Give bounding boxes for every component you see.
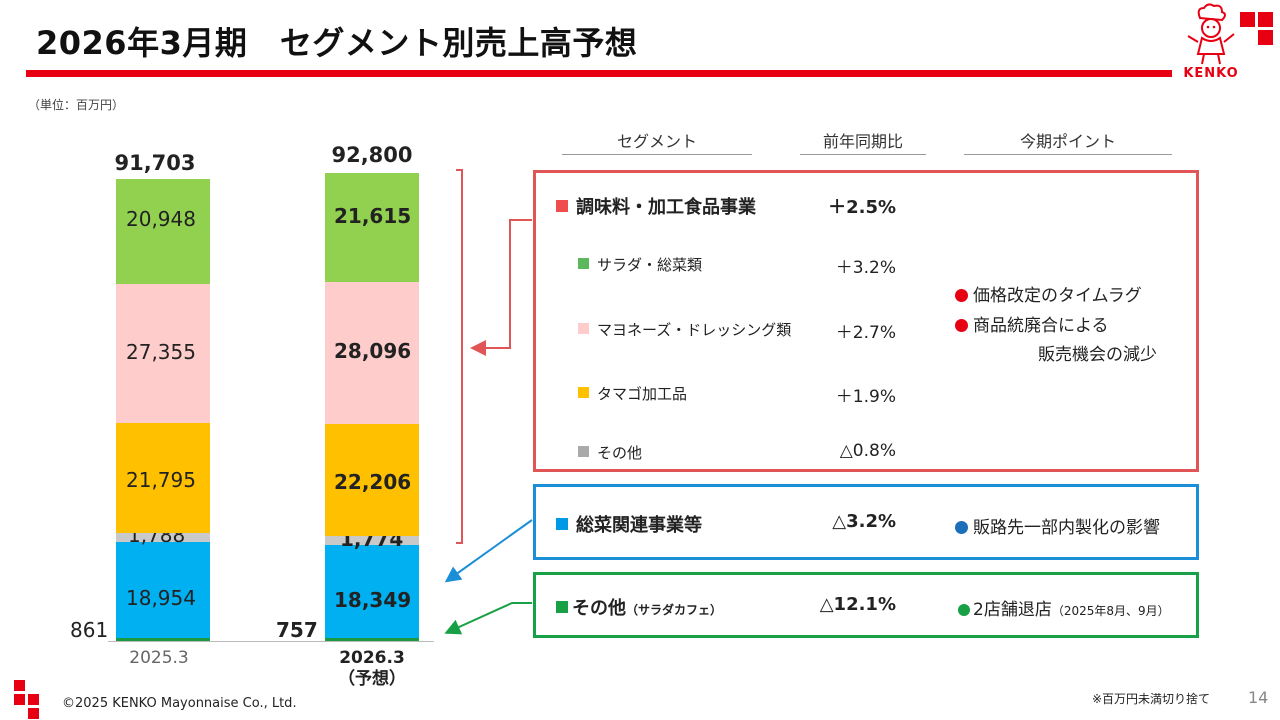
legend-square	[578, 387, 589, 398]
sub-yoy-egg: ＋1.9%	[835, 387, 896, 407]
other-label: その他	[572, 598, 626, 619]
bar-segment	[325, 282, 419, 425]
sub-segment-salad: サラダ・総菜類	[578, 254, 702, 275]
seasoning-yoy: ＋2.5%	[828, 197, 896, 218]
bar-value-label: 22,206	[334, 470, 412, 495]
sozai-label: 総菜関連事業等	[576, 515, 702, 536]
bar-segment	[325, 424, 419, 537]
footer-logo-square	[28, 708, 39, 719]
point-text: 2店舗退店	[973, 600, 1052, 620]
sub-yoy-mayonnaise: ＋2.7%	[835, 323, 896, 343]
sozai-segment-box	[533, 484, 1199, 560]
logo-square	[1258, 12, 1273, 27]
sub-yoy-other: △0.8%	[839, 441, 896, 461]
logo-square	[1240, 12, 1255, 27]
header-rule	[800, 154, 926, 155]
legend-square	[578, 258, 589, 269]
point-text: 商品統廃合による	[973, 316, 1109, 336]
other-segment-name: その他（サラダカフェ）	[556, 594, 722, 620]
sub-yoy-salad: ＋3.2%	[835, 258, 896, 278]
point-note: （2025年8月、9月）	[1051, 604, 1170, 618]
bar-total-label: 92,800	[331, 143, 413, 167]
seasoning-point-3: 販売機会の減少	[1038, 345, 1157, 365]
rounding-note: ※百万円未満切り捨て	[1092, 692, 1211, 706]
bullet-dot	[958, 604, 970, 616]
bullet-dot	[955, 521, 968, 534]
bar-segment	[325, 545, 419, 639]
bar-value-label: 21,615	[334, 203, 412, 228]
bar-value-label: 18,349	[334, 587, 412, 612]
other-label-note: （サラダカフェ）	[626, 603, 723, 617]
bar-value-label: 27,355	[126, 339, 196, 364]
logo-square	[1258, 30, 1273, 45]
bar-segment	[116, 422, 210, 533]
sub-segment-mayonnaise: マヨネーズ・ドレッシング類	[578, 319, 791, 340]
bar-segment	[116, 178, 210, 285]
sub-segment-other: その他	[578, 442, 642, 463]
bullet-dot	[955, 319, 968, 332]
bar-value-label: 28,096	[334, 339, 412, 364]
brand-logo-text: KENKO	[1183, 66, 1239, 81]
seasoning-segment-box	[533, 170, 1199, 472]
bar-total-label: 91,703	[114, 150, 196, 175]
bar-segment	[325, 638, 419, 642]
legend-square	[556, 518, 568, 530]
bar-value-label: 861	[70, 618, 109, 642]
page-title: 2026年3月期 セグメント別売上高予想	[36, 24, 638, 62]
other-point: 2店舗退店（2025年8月、9月）	[958, 595, 1170, 620]
bar-segment	[116, 284, 210, 423]
bar-segment	[116, 541, 210, 638]
point-text: 価格改定のタイムラグ	[973, 286, 1142, 306]
connector-arrows	[444, 169, 533, 635]
other-segment-box	[533, 572, 1199, 638]
footer-logo-square	[14, 680, 25, 691]
bar-segment	[325, 536, 419, 546]
sozai-point: 販路先一部内製化の影響	[955, 513, 1160, 538]
legend-square	[556, 200, 568, 212]
bar-value-label: 18,954	[126, 585, 196, 610]
copyright: ©2025 KENKO Mayonnaise Co., Ltd.	[62, 696, 297, 711]
bullet-dot	[955, 289, 968, 302]
bar-value-label: 21,795	[126, 467, 196, 492]
header-rule	[964, 154, 1172, 155]
page-number: 14	[1248, 688, 1269, 707]
footer-logo-square	[28, 694, 39, 705]
seasoning-point-1: 価格改定のタイムラグ	[955, 281, 1142, 306]
sozai-yoy: △3.2%	[832, 511, 896, 532]
header-rule	[562, 154, 752, 155]
x-axis-line	[108, 641, 434, 642]
bar-segment	[116, 637, 210, 642]
x-tick-label: 2025.3	[129, 648, 189, 668]
footer-logo-square	[14, 694, 25, 705]
bar-value-label: 757	[276, 618, 318, 642]
sub-label: タマゴ加工品	[597, 385, 688, 403]
bar-value-label: 20,948	[126, 207, 196, 232]
legend-square	[578, 446, 589, 457]
sub-segment-egg: タマゴ加工品	[578, 383, 687, 404]
bar-segment	[116, 532, 210, 542]
sozai-segment-name: 総菜関連事業等	[556, 511, 702, 537]
sub-label: その他	[597, 444, 643, 462]
chef-mascot-icon	[1182, 2, 1240, 72]
sub-label: マヨネーズ・ドレッシング類	[597, 321, 792, 339]
legend-square	[556, 601, 568, 613]
header-yoy: 前年同期比	[822, 132, 903, 151]
x-tick-label: 2026.3 （予想）	[338, 648, 406, 689]
other-yoy: △12.1%	[819, 594, 896, 615]
unit-label: （単位：百万円）	[28, 98, 125, 112]
legend-square	[578, 323, 589, 334]
title-underline	[26, 70, 1172, 77]
seasoning-label: 調味料・加工食品事業	[576, 197, 756, 218]
sub-label: サラダ・総菜類	[597, 256, 703, 274]
bar-segment	[325, 173, 419, 283]
seasoning-segment-name: 調味料・加工食品事業	[556, 193, 756, 219]
header-points: 今期ポイント	[1019, 132, 1116, 151]
seasoning-point-2: 商品統廃合による	[955, 311, 1109, 336]
stacked-bar-chart: 861 18,954 1,788 21,795 27,355 20,948 91,703 20…	[0, 0, 460, 720]
header-segment: セグメント	[616, 132, 697, 151]
point-text: 販路先一部内製化の影響	[973, 518, 1160, 538]
